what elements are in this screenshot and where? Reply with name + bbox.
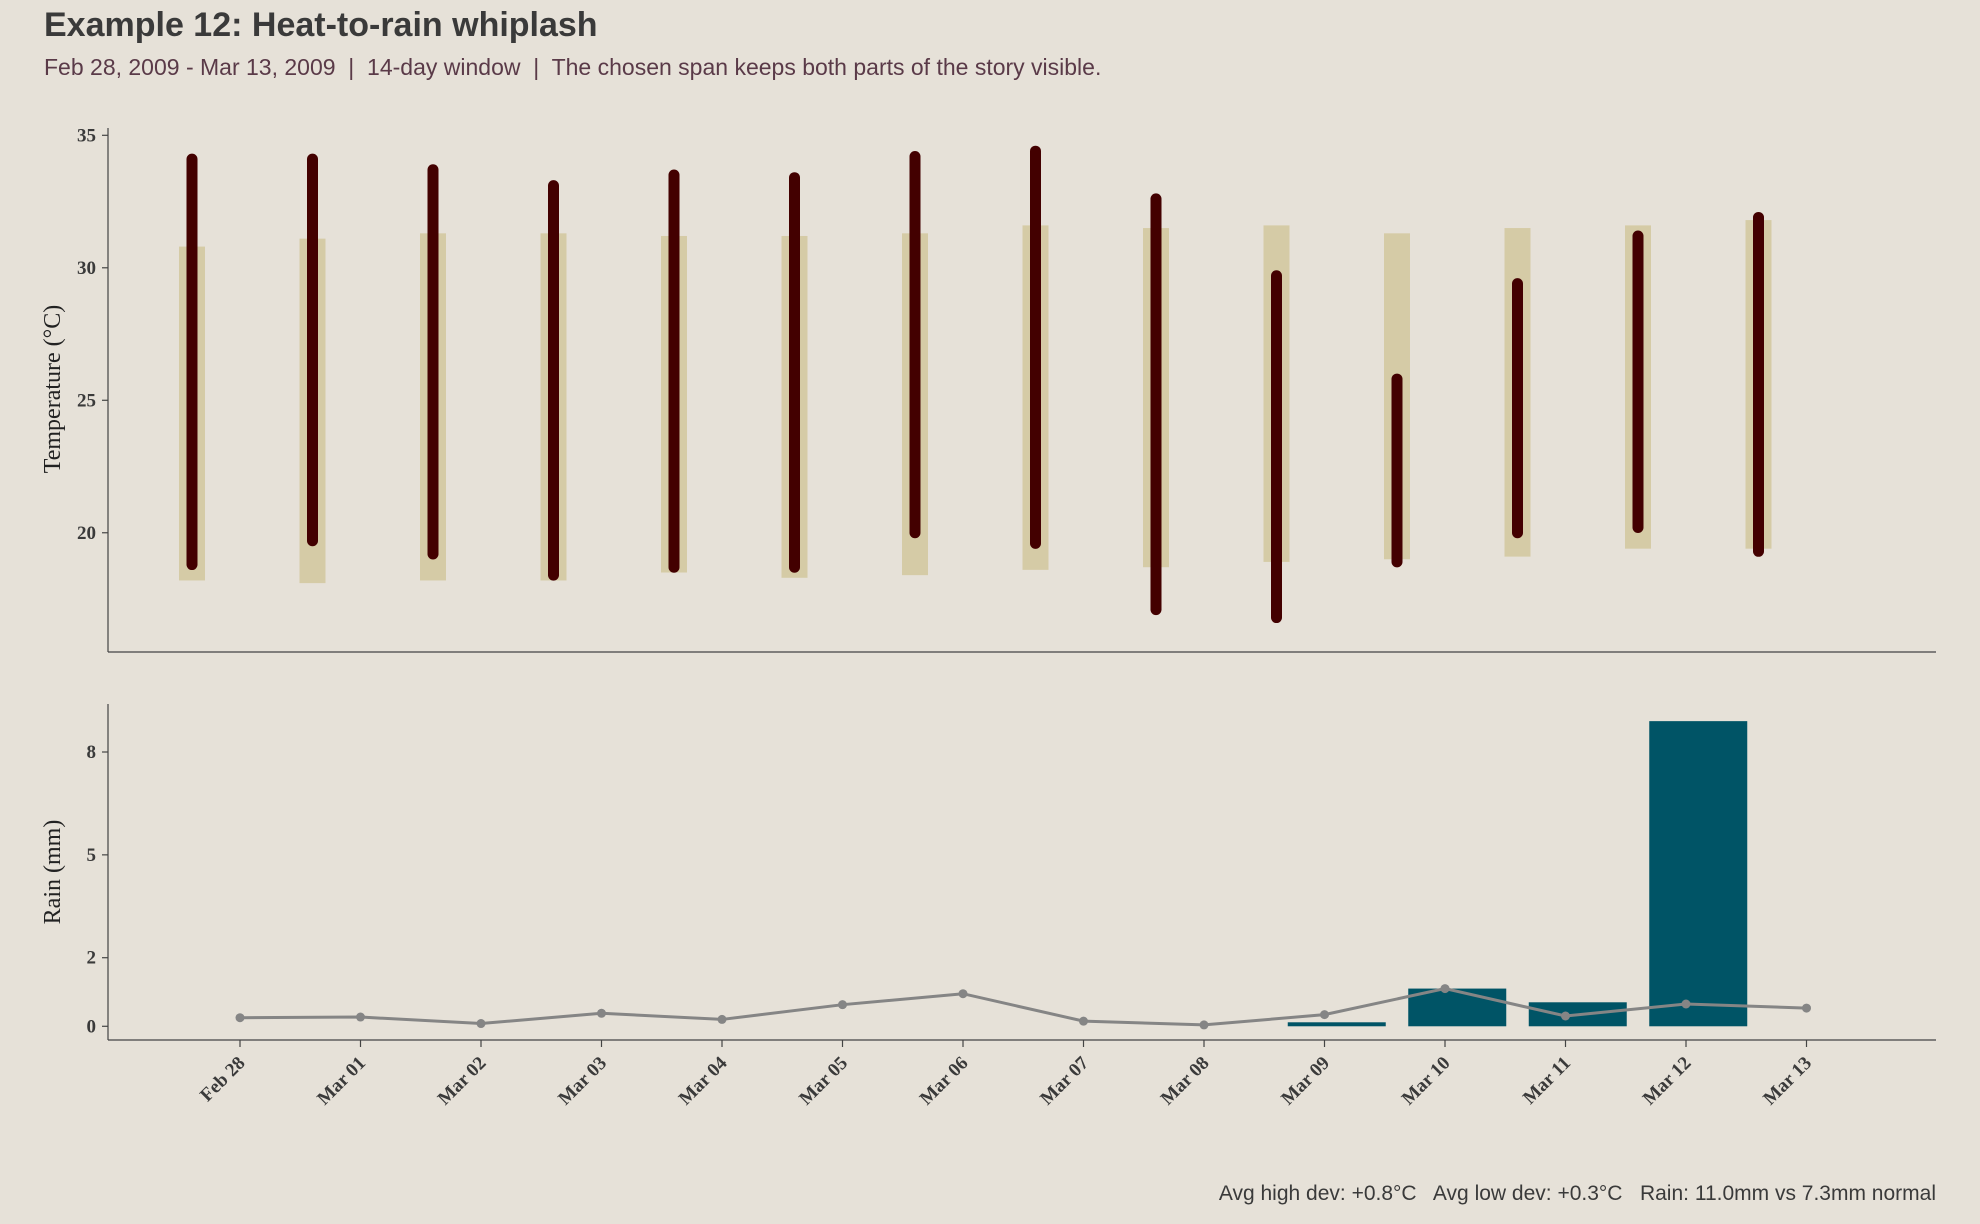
summary-footer: Avg high dev: +0.8°C Avg low dev: +0.3°C… bbox=[1218, 1182, 1936, 1205]
temp-y-tick-label: 35 bbox=[77, 125, 96, 146]
x-tick-label: Mar 12 bbox=[1639, 1053, 1696, 1110]
x-tick-label: Mar 01 bbox=[313, 1053, 370, 1110]
normal-rain-point bbox=[1079, 1016, 1088, 1026]
x-axis: Feb 28 Mar 01 Mar 02 Mar 03 Mar 04 Mar 05 Mar … bbox=[196, 1040, 1816, 1109]
rain-bar bbox=[1649, 721, 1748, 1027]
normal-rain-point bbox=[1199, 1020, 1209, 1030]
normal-rain-point bbox=[1440, 984, 1450, 994]
rain-y-tick-label: 0 bbox=[87, 1016, 97, 1037]
chart-title: Example 12: Heat-to-rain whiplash bbox=[44, 6, 598, 44]
x-tick-label: Mar 11 bbox=[1519, 1053, 1575, 1109]
temperature-panel: 20 25 30 35 Temperature (°C) bbox=[40, 125, 1936, 653]
x-tick-label: Feb 28 bbox=[196, 1053, 249, 1106]
x-tick-label: Mar 08 bbox=[1157, 1053, 1214, 1110]
normal-rain-point bbox=[1802, 1003, 1811, 1013]
normal-rain-point bbox=[597, 1008, 606, 1018]
temp-y-axis-title: Temperature (°C) bbox=[40, 305, 66, 474]
x-tick-label: Mar 07 bbox=[1036, 1052, 1093, 1109]
normal-rain-point bbox=[476, 1019, 486, 1029]
normal-rain-point bbox=[1561, 1011, 1570, 1021]
temp-y-tick-label: 25 bbox=[77, 390, 96, 411]
rain-y-tick-label: 5 bbox=[87, 845, 97, 866]
temp-y-tick-label: 20 bbox=[77, 523, 96, 544]
normal-rain-point bbox=[958, 989, 968, 999]
normal-rain-line bbox=[239, 987, 1807, 1027]
x-tick-label: Mar 03 bbox=[554, 1053, 611, 1110]
rain-y-tick-label: 8 bbox=[87, 742, 97, 763]
normal-rain-point bbox=[717, 1014, 727, 1024]
rain-y-axis-title: Rain (mm) bbox=[40, 820, 66, 925]
normal-rain-point bbox=[235, 1013, 245, 1023]
rain-bar bbox=[1287, 1022, 1386, 1027]
x-tick-label: Mar 04 bbox=[675, 1052, 732, 1109]
x-tick-label: Mar 06 bbox=[916, 1053, 973, 1110]
normal-rain-point bbox=[1681, 999, 1691, 1009]
x-tick-label: Mar 13 bbox=[1759, 1053, 1816, 1110]
normal-rain-point bbox=[1320, 1010, 1329, 1020]
x-tick-label: Mar 10 bbox=[1398, 1053, 1455, 1110]
normal-rain-point bbox=[356, 1012, 365, 1022]
rain-panel: 0 2 5 8 Rain (mm) bbox=[40, 704, 1936, 1041]
temp-y-tick-label: 30 bbox=[77, 258, 96, 279]
rain-y-tick-label: 2 bbox=[87, 948, 97, 969]
x-tick-label: Mar 02 bbox=[434, 1053, 491, 1110]
normal-rain-point bbox=[838, 1000, 847, 1010]
chart-subtitle: Feb 28, 2009 - Mar 13, 2009 | 14-day win… bbox=[44, 54, 1102, 80]
x-tick-label: Mar 05 bbox=[795, 1053, 852, 1110]
x-tick-label: Mar 09 bbox=[1277, 1053, 1334, 1110]
rain-bar bbox=[1408, 988, 1507, 1027]
